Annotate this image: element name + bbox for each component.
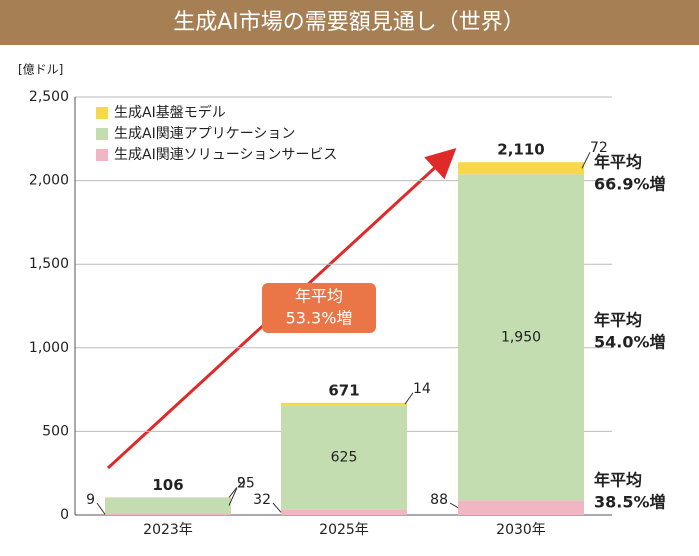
chart-title: 生成AI市場の需要額見通し（世界） [173, 10, 525, 35]
y-tick-label: 0 [60, 507, 69, 523]
y-tick-label: 1,500 [29, 256, 69, 272]
x-tick-label: 2023年 [143, 522, 193, 538]
value-label: 88 [430, 492, 448, 508]
leader-line [96, 502, 106, 515]
total-label: 2,110 [497, 141, 544, 159]
total-label: 106 [152, 476, 183, 494]
growth-box [262, 283, 376, 333]
title-band [0, 0, 699, 45]
y-tick-label: 2,500 [29, 89, 69, 105]
side-annotation: 54.0%増 [594, 333, 666, 352]
side-annotation: 年平均 [594, 311, 642, 330]
side-annotation: 66.9%増 [594, 175, 666, 194]
bar-segment [281, 402, 407, 406]
leader-line [404, 392, 414, 405]
growth-label: 53.3%増 [286, 309, 353, 328]
side-annotation: 38.5%増 [594, 493, 666, 512]
value-label: 32 [253, 492, 271, 508]
legend-label: 生成AI基盤モデル [114, 104, 226, 121]
value-label: 14 [413, 381, 431, 397]
leader-line [272, 502, 282, 513]
legend-label: 生成AI関連ソリューションサービス [114, 147, 337, 163]
legend-swatch [96, 128, 108, 140]
value-label: 95 [237, 476, 255, 492]
total-label: 671 [328, 381, 359, 399]
legend-swatch [96, 107, 108, 119]
y-tick-label: 1,000 [29, 340, 69, 356]
bar-segment [105, 497, 231, 514]
value-label: 9 [86, 492, 95, 508]
bar-segment [458, 162, 584, 175]
legend-label: 生成AI関連アプリケーション [114, 126, 295, 142]
leader-line [449, 502, 459, 509]
value-label: 1,950 [501, 329, 541, 345]
y-unit: [億ドル] [18, 63, 63, 77]
leader-line [228, 487, 238, 506]
bar-segment [281, 509, 407, 515]
bar-segment [458, 500, 584, 515]
legend-swatch [96, 149, 108, 161]
value-label: 2 [237, 475, 246, 491]
leader-line [228, 486, 238, 498]
value-label: 72 [590, 140, 608, 156]
x-tick-label: 2030年 [496, 522, 546, 538]
leader-line [581, 151, 591, 169]
bar-segment [458, 174, 584, 501]
bar-segment [105, 513, 231, 515]
y-tick-label: 500 [42, 423, 69, 439]
side-annotation: 年平均 [594, 153, 642, 172]
value-label: 625 [331, 449, 358, 465]
growth-label: 年平均 [295, 287, 343, 306]
bar-segment [281, 405, 407, 510]
x-tick-label: 2025年 [319, 522, 369, 538]
y-tick-label: 2,000 [29, 173, 69, 189]
side-annotation: 年平均 [594, 471, 642, 490]
